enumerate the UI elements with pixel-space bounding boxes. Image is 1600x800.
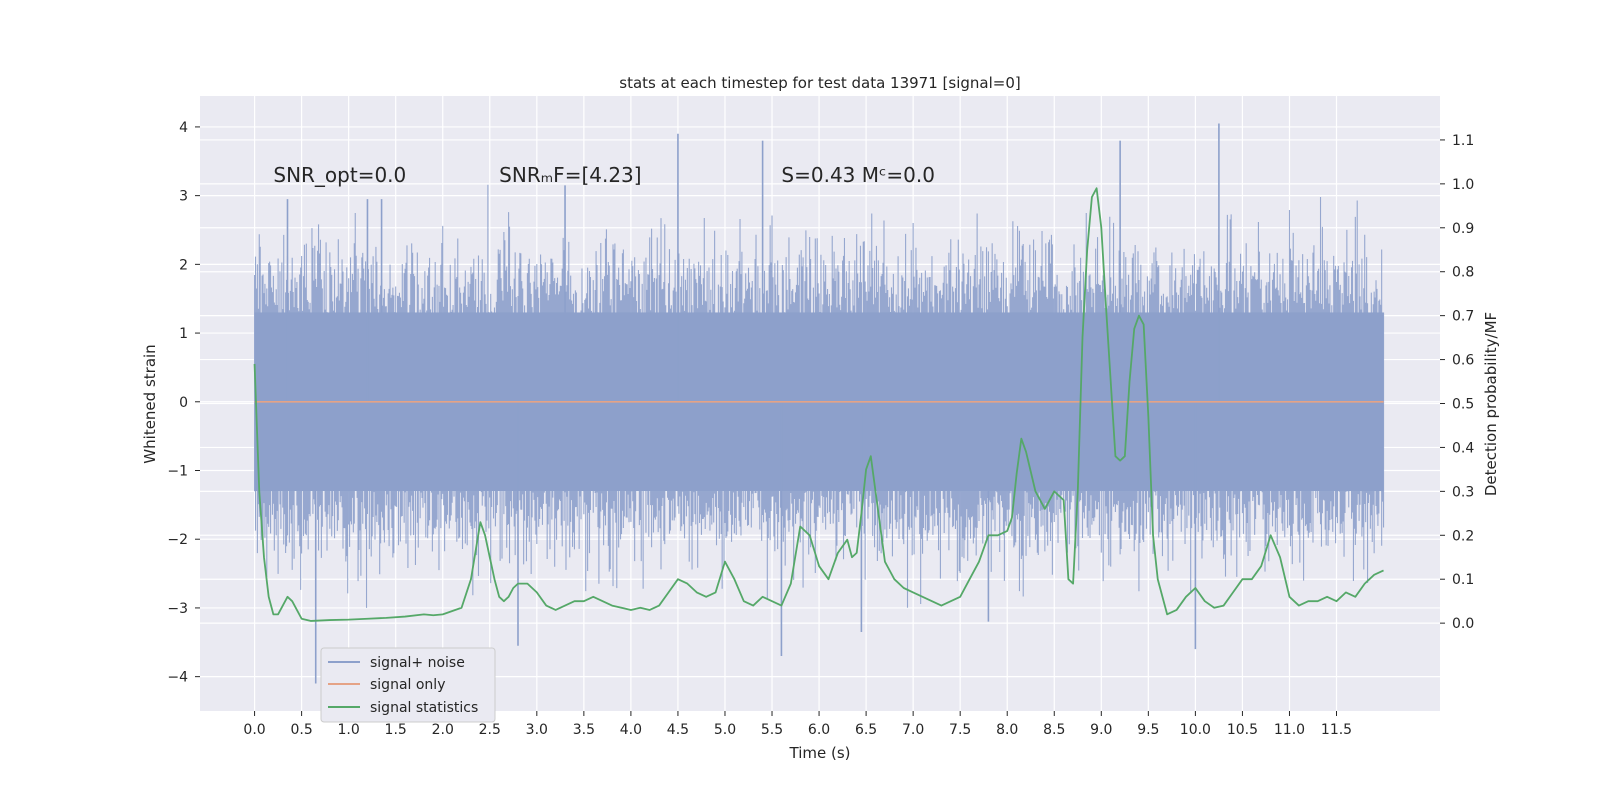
y-left-tick-label: 1 (179, 326, 188, 342)
y-left-tick-label: −3 (167, 601, 188, 617)
x-tick-label: 7.5 (949, 722, 971, 738)
y-left-tick-label: 3 (179, 189, 188, 205)
y-left-tick-label: −4 (167, 670, 188, 686)
x-axis-label: Time (s) (789, 744, 851, 762)
y-right-tick-label: 0.2 (1452, 528, 1474, 544)
y-right-tick-label: 0.1 (1452, 572, 1474, 588)
y-right-tick-label: 0.5 (1452, 397, 1474, 413)
x-tick-label: 5.0 (714, 722, 736, 738)
chart-title: stats at each timestep for test data 139… (619, 74, 1020, 92)
y-right-tick-label: 0.6 (1452, 353, 1474, 369)
y-right-tick-label: 0.3 (1452, 484, 1474, 500)
x-tick-label: 6.5 (855, 722, 877, 738)
y-right-tick-label: 0.0 (1452, 616, 1474, 632)
legend-label-signal-only: signal only (370, 677, 445, 693)
legend-label-signal-statistics: signal statistics (370, 700, 478, 716)
x-tick-label: 3.0 (526, 722, 548, 738)
y-left-tick-label: 2 (179, 257, 188, 273)
y-right-tick-label: 0.8 (1452, 265, 1474, 281)
x-tick-label: 2.5 (479, 722, 501, 738)
x-tick-label: 5.5 (761, 722, 783, 738)
x-tick-label: 0.5 (290, 722, 312, 738)
x-tick-label: 1.5 (385, 722, 407, 738)
x-tick-label: 6.0 (808, 722, 830, 738)
x-tick-label: 11.5 (1321, 722, 1352, 738)
legend-box (320, 647, 496, 723)
x-tick-label: 8.0 (996, 722, 1018, 738)
x-tick-label: 11.0 (1274, 722, 1305, 738)
x-tick-label: 10.5 (1227, 722, 1258, 738)
x-tick-label: 4.5 (667, 722, 689, 738)
annotations: SNR_opt=0.0 SNRₘF=[4.23] S=0.43 Mᶜ=0.0 (273, 163, 935, 187)
y-axis-right-label: Detection probability/MF (1482, 312, 1500, 496)
y-right-tick-label: 0.9 (1452, 221, 1474, 237)
x-tick-label: 10.0 (1180, 722, 1211, 738)
annotation-text: S=0.43 Mᶜ=0.0 (781, 163, 935, 187)
y-left-tick-label: −2 (167, 532, 188, 548)
annotation-text: SNRₘF=[4.23] (499, 163, 641, 187)
y-right-tick-label: 1.0 (1452, 177, 1474, 193)
annotation-text: SNR_opt=0.0 (273, 163, 406, 187)
x-tick-label: 8.5 (1043, 722, 1065, 738)
y-axis-left-label: Whitened strain (141, 344, 159, 463)
legend: signal+ noise signal only signal statist… (320, 647, 496, 723)
x-tick-label: 4.0 (620, 722, 642, 738)
y-right-tick-label: 1.1 (1452, 133, 1474, 149)
x-tick-label: 2.0 (432, 722, 454, 738)
signal-statistics-line (253, 187, 1384, 622)
x-tick-label: 9.5 (1137, 722, 1159, 738)
y-left-tick-label: 0 (179, 395, 188, 411)
y-right-tick-label: 0.4 (1452, 440, 1474, 456)
x-tick-label: 0.0 (243, 722, 265, 738)
axes: 0.0 0.5 1.0 1.5 2.0 2.5 3.0 3.5 4.0 4.5 5.0 5.5 6.0 6… (167, 120, 1474, 738)
y-left-tick-label: −1 (167, 463, 188, 479)
x-tick-label: 1.0 (338, 722, 360, 738)
x-tick-label: 3.5 (573, 722, 595, 738)
y-right-tick-label: 0.7 (1452, 309, 1474, 325)
legend-label-signal-noise: signal+ noise (370, 655, 465, 671)
signal-statistics-series (253, 187, 1384, 622)
x-tick-label: 7.0 (902, 722, 924, 738)
x-tick-label: 9.0 (1090, 722, 1112, 738)
y-left-tick-label: 4 (179, 120, 188, 136)
